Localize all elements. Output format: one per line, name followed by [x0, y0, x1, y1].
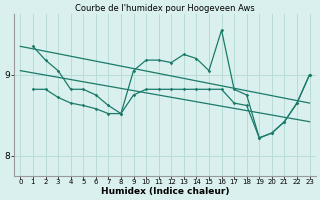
- X-axis label: Humidex (Indice chaleur): Humidex (Indice chaleur): [101, 187, 229, 196]
- Title: Courbe de l'humidex pour Hoogeveen Aws: Courbe de l'humidex pour Hoogeveen Aws: [75, 4, 255, 13]
